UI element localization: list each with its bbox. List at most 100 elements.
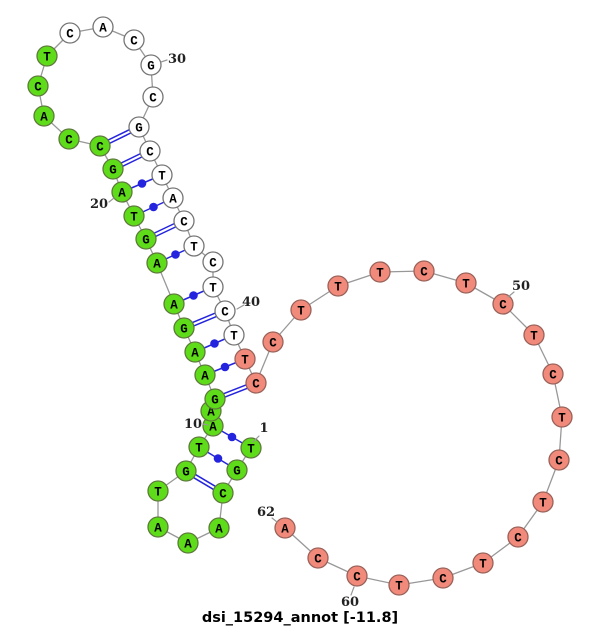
nucleotide-circle — [523, 324, 545, 346]
nucleotide-base-letter: G — [180, 323, 188, 337]
nucleotide-circle — [128, 116, 150, 138]
nucleotide-base-letter: A — [184, 538, 192, 552]
nucleotide-circle — [223, 324, 245, 346]
position-label: 50 — [512, 279, 530, 294]
nucleotide-circle — [492, 293, 514, 315]
nucleotide-base-letter: T — [195, 442, 203, 456]
nucleotide-circle — [177, 532, 199, 554]
nucleotide-circle — [262, 331, 284, 353]
nucleotide-circle — [183, 235, 205, 257]
nucleotide-circle — [135, 228, 157, 250]
nucleotide-base-letter: A — [40, 111, 48, 125]
position-label: 30 — [168, 52, 186, 67]
at-pair-dot — [213, 454, 223, 463]
nucleotide-base-letter: T — [376, 267, 384, 281]
nucleotide-base-letter: G — [182, 466, 190, 480]
nucleotide-base-letter: C — [252, 378, 260, 392]
nucleotide-circle — [234, 348, 256, 370]
nucleotide-base-letter: C — [149, 92, 157, 106]
nucleotide-circle — [139, 140, 161, 162]
nucleotide-base-letter: A — [118, 187, 126, 201]
nucleotide-base-letter: T — [297, 305, 305, 319]
nucleotide-base-letter: C — [555, 455, 563, 469]
position-label: 40 — [242, 295, 260, 310]
nucleotide-base-letter: C — [549, 369, 557, 383]
nucleotide-base-letter: G — [147, 60, 155, 74]
position-label: 62 — [257, 505, 275, 520]
nucleotide-circle — [214, 300, 236, 322]
nucleotide-base-letter: C — [514, 532, 522, 546]
nucleotide-circle — [369, 261, 391, 283]
at-pair-dot — [189, 291, 198, 300]
nucleotide-circle — [274, 517, 296, 539]
nucleotide-circle — [151, 164, 173, 186]
nucleotide-base-letter: C — [219, 488, 227, 502]
nucleotide-base-letter: T — [247, 443, 255, 457]
figure-title: dsi_15294_annot [-11.8] — [202, 610, 398, 626]
nucleotide-base-letter: C — [314, 553, 322, 567]
nucleotide-base-letter: G — [142, 234, 150, 248]
nucleotide-circle — [472, 552, 494, 574]
nucleotide-base-letter: C — [66, 28, 74, 42]
position-label-leader — [252, 435, 260, 443]
nucleotide-circle — [240, 437, 262, 459]
nucleotide-base-letter: T — [43, 51, 51, 65]
nucleotide-base-letter: C — [180, 216, 188, 230]
nucleotide-base-letter: G — [135, 122, 143, 136]
at-pair-dot — [210, 339, 219, 348]
nucleotide-base-letter: T — [190, 241, 198, 255]
nucleotide-base-letter: T — [241, 354, 249, 368]
nucleotide-base-letter: G — [233, 465, 241, 479]
nucleotide-circle — [58, 128, 80, 150]
nucleotide-circle — [188, 436, 210, 458]
nucleotide-circle — [212, 482, 234, 504]
nucleotide-circle — [184, 341, 206, 363]
nucleotide-circle — [33, 105, 55, 127]
nucleotide-circle — [388, 574, 410, 596]
nucleotide-circle — [89, 135, 111, 157]
nucleotide-base-letter: T — [130, 211, 138, 225]
nucleotide-circle — [147, 480, 169, 502]
position-label-layer: 1 10 20 30 40 50 62 60 — [90, 52, 530, 610]
nucleotide-base-letter: T — [158, 170, 166, 184]
nucleotide-base-letter: T — [558, 412, 566, 426]
nucleotide-circle — [142, 86, 164, 108]
position-label-leader — [350, 586, 355, 596]
nucleotide-circle — [163, 293, 185, 315]
nucleotide-circle — [173, 317, 195, 339]
nucleotide-base-letter: A — [170, 299, 178, 313]
at-pair-dot — [220, 362, 230, 372]
nucleotide-base-letter: A — [207, 406, 215, 420]
nucleotide-circle — [175, 460, 197, 482]
nucleotide-base-letter: C — [34, 81, 42, 95]
position-label-leader — [160, 59, 168, 63]
nucleotide-base-letter: A — [281, 523, 289, 537]
nucleotide-base-letter: T — [334, 281, 342, 295]
nucleotide-circle — [551, 406, 573, 428]
nucleotide-circle — [507, 526, 529, 548]
nucleotide-base-letter: A — [169, 193, 177, 207]
nucleotide-circle — [208, 517, 230, 539]
nucleotide-base-letter: T — [209, 282, 217, 296]
position-label: 10 — [184, 417, 202, 432]
nucleotide-base-letter: A — [191, 347, 199, 361]
nucleotide-circle — [140, 54, 162, 76]
nucleotide-base-letter: T — [530, 330, 538, 344]
at-pair-dot — [171, 250, 180, 259]
nucleotide-base-letter: G — [109, 164, 117, 178]
nucleotide-circle — [202, 276, 224, 298]
nucleotide-circle — [245, 372, 267, 394]
nucleotide-circle — [27, 75, 49, 97]
nucleotide-circle — [92, 16, 114, 38]
position-label-leader — [108, 197, 115, 203]
nucleotide-circle — [146, 252, 168, 274]
nucleotide-base-letter: A — [209, 421, 217, 435]
nucleotide-circle — [327, 275, 349, 297]
nucleotide-circle — [123, 205, 145, 227]
position-label-leader — [507, 291, 515, 298]
at-pair-dot — [149, 202, 158, 212]
nucleotide-circle — [147, 516, 169, 538]
nucleotide-base-letter: C — [96, 141, 104, 155]
